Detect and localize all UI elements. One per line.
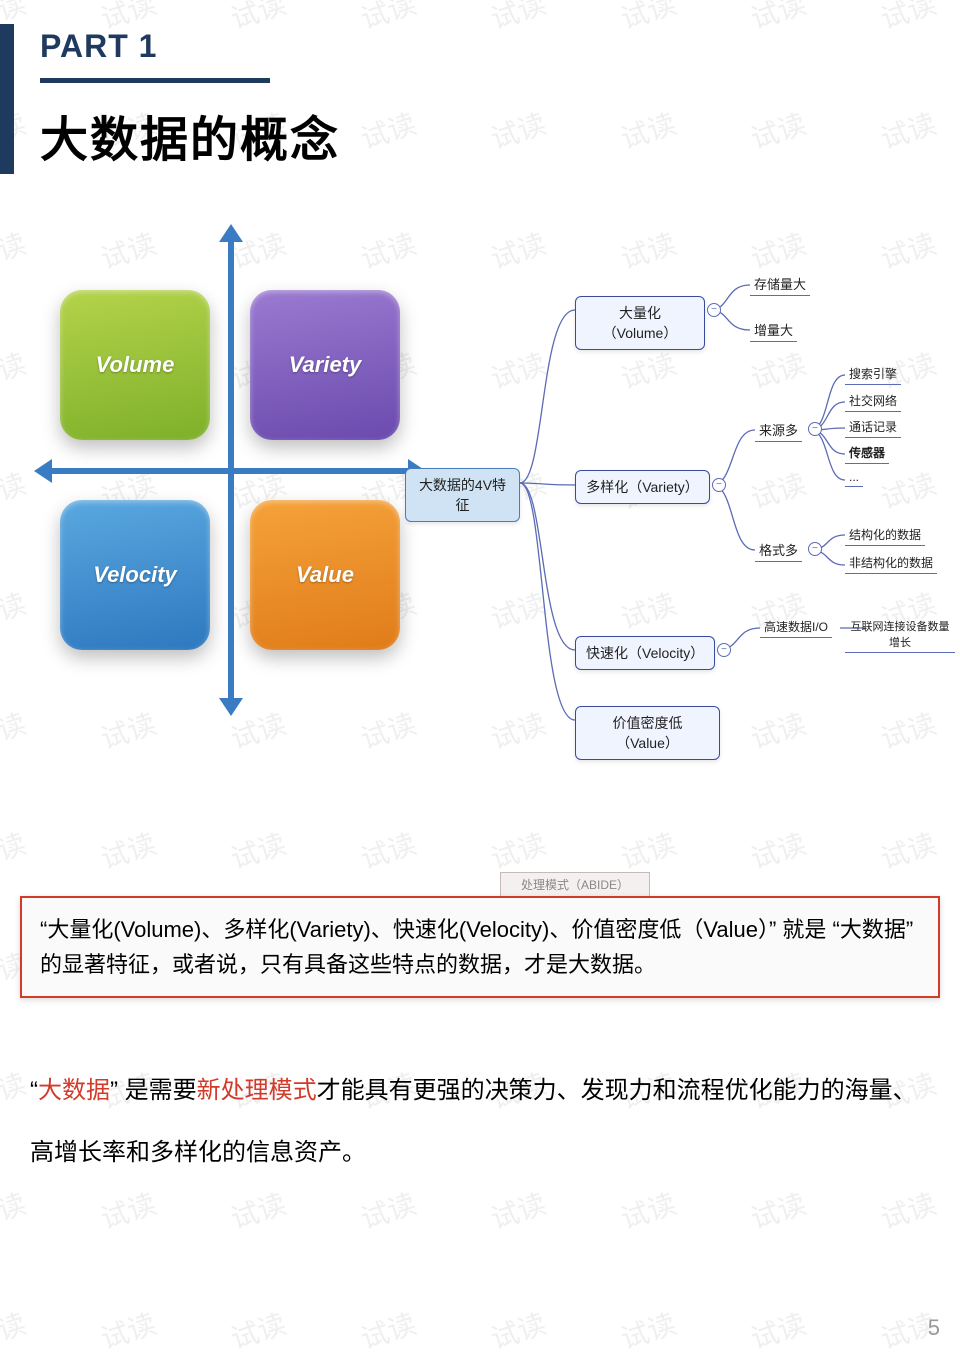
- mindmap-leaf: 搜索引擎: [845, 363, 901, 385]
- mindmap-node-value: 价值密度低（Value）: [575, 706, 720, 760]
- callout-tab: 处理模式（ABIDE）: [500, 872, 650, 898]
- text-segment: ” 是需要: [110, 1077, 197, 1104]
- quad-box-variety: Variety: [250, 290, 400, 440]
- mindmap-node-velocity: 快速化（Velocity）: [575, 636, 715, 670]
- mindmap-leaf: 增量大: [750, 318, 797, 342]
- collapse-icon: −: [808, 422, 822, 436]
- collapse-icon: −: [712, 478, 726, 492]
- header-accent-bar: [0, 24, 14, 174]
- collapse-icon: −: [808, 542, 822, 556]
- callout-box: “大量化(Volume)、多样化(Variety)、快速化(Velocity)、…: [20, 896, 940, 998]
- mindmap-node-volume: 大量化（Volume）: [575, 296, 705, 350]
- mindmap-leaf: 传感器: [845, 442, 889, 464]
- mindmap-leaf: 社交网络: [845, 390, 901, 412]
- axis-horizontal: [50, 468, 410, 474]
- mindmap-leaf: 存储量大: [750, 272, 810, 296]
- mindmap-leaf: ...: [845, 468, 863, 487]
- text-red: 新处理模式: [197, 1077, 317, 1104]
- mindmap-leaf: 来源多: [755, 418, 802, 442]
- quad-box-value: Value: [250, 500, 400, 650]
- mindmap-leaf: 格式多: [755, 538, 802, 562]
- quad-box-velocity: Velocity: [60, 500, 210, 650]
- body-paragraph: “大数据” 是需要新处理模式才能具有更强的决策力、发现力和流程优化能力的海量、高…: [30, 1060, 940, 1185]
- mindmap-leaf: 通话记录: [845, 416, 901, 438]
- page-title: 大数据的概念: [40, 100, 340, 170]
- page-number: 5: [928, 1315, 940, 1341]
- mindmap-leaf: 非结构化的数据: [845, 552, 937, 574]
- mindmap-leaf: 结构化的数据: [845, 524, 925, 546]
- mindmap-root: 大数据的4V特征: [405, 468, 520, 522]
- mindmap-node-variety: 多样化（Variety）: [575, 470, 710, 504]
- mindmap-leaf: 互联网连接设备数量增长: [845, 616, 955, 653]
- text-red: 大数据: [38, 1077, 110, 1104]
- mindmap-leaf: 高速数据I/O: [760, 616, 832, 638]
- quadrant-diagram: Volume Variety Velocity Value: [60, 240, 400, 700]
- part-underline: [40, 78, 270, 83]
- collapse-icon: −: [717, 643, 731, 657]
- text-segment: “: [30, 1077, 38, 1104]
- collapse-icon: −: [707, 303, 721, 317]
- part-label: PART 1: [40, 28, 157, 65]
- quad-box-volume: Volume: [60, 290, 210, 440]
